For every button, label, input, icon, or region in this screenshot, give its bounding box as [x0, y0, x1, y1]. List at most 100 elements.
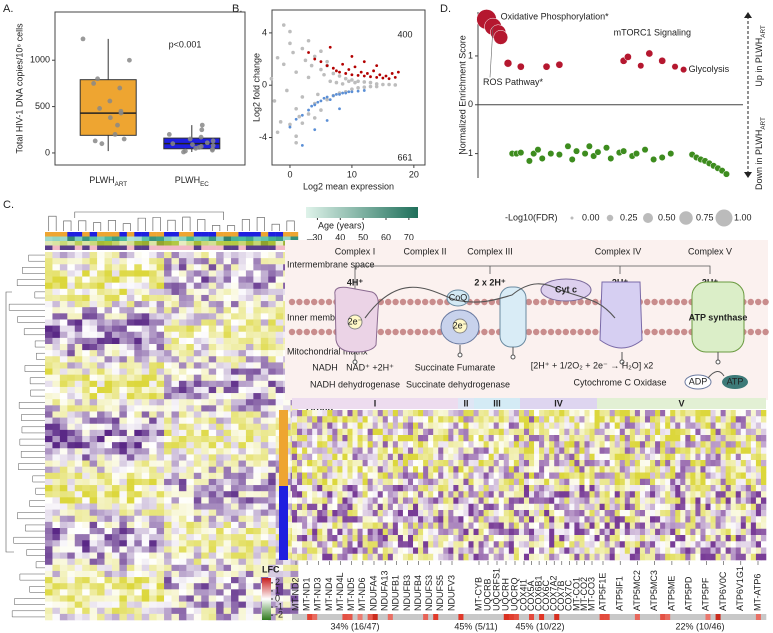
- heatmap-cell: [468, 460, 473, 467]
- heatmap-cell: [620, 523, 625, 530]
- data-point: [338, 71, 341, 74]
- heatmap-cell: [317, 479, 322, 486]
- heatmap-cell: [302, 460, 307, 467]
- heatmap-cell: [209, 430, 217, 436]
- heatmap-cell: [393, 473, 398, 480]
- heatmap-cell: [112, 589, 120, 595]
- heatmap-cell: [463, 448, 468, 455]
- heatmap-cell: [119, 510, 127, 516]
- heatmap-cell: [149, 350, 157, 356]
- heatmap-cell: [216, 436, 224, 442]
- lipid: [762, 299, 768, 305]
- heatmap-cell: [695, 435, 700, 442]
- data-point: [285, 89, 289, 93]
- heatmap-cell: [82, 277, 90, 283]
- heatmap-cell: [640, 460, 645, 467]
- heatmap-cell: [499, 448, 504, 455]
- heatmap-cell: [347, 441, 352, 448]
- heatmap-cell: [268, 387, 276, 393]
- heatmap-cell: [443, 435, 448, 442]
- atp-synthase-label: ATP synthase: [689, 312, 748, 322]
- annotation-cell: [60, 237, 68, 242]
- heatmap-cell: [549, 454, 554, 461]
- bubble: [646, 50, 653, 57]
- heatmap-cell: [484, 429, 489, 436]
- heatmap-cell: [186, 522, 194, 528]
- heatmap-cell: [45, 387, 53, 393]
- heatmap-cell: [105, 313, 113, 319]
- heatmap-cell: [630, 454, 635, 461]
- heatmap-cell: [238, 319, 246, 325]
- heatmap-cell: [650, 460, 655, 467]
- heatmap-cell: [509, 548, 514, 555]
- heatmap-cell: [246, 583, 254, 589]
- heatmap-cell: [75, 595, 83, 601]
- heatmap-cell: [317, 548, 322, 555]
- heatmap-cell: [105, 608, 113, 614]
- heatmap-cell: [574, 510, 579, 517]
- heatmap-cell: [105, 467, 113, 473]
- heatmap-cell: [201, 430, 209, 436]
- heatmap-cell: [82, 595, 90, 601]
- heatmap-cell: [433, 466, 438, 473]
- heatmap-cell: [418, 454, 423, 461]
- heatmap-cell: [418, 429, 423, 436]
- heatmap-cell: [97, 577, 105, 583]
- heatmap-cell: [600, 510, 605, 517]
- heatmap-cell: [373, 473, 378, 480]
- heatmap-cell: [630, 535, 635, 542]
- heatmap-cell: [741, 541, 746, 548]
- heatmap-cell: [60, 510, 68, 516]
- heatmap-cell: [157, 387, 165, 393]
- heatmap-cell: [127, 307, 135, 313]
- heatmap-cell: [549, 491, 554, 498]
- heatmap-cell: [574, 516, 579, 523]
- data-point: [350, 78, 354, 82]
- heatmap-cell: [358, 548, 363, 555]
- heatmap-cell: [731, 535, 736, 542]
- heatmap-cell: [716, 554, 721, 561]
- heatmap-cell: [332, 535, 337, 542]
- heatmap-cell: [112, 399, 120, 405]
- heatmap-cell: [67, 277, 75, 283]
- heatmap-cell: [112, 411, 120, 417]
- heatmap-cell: [337, 466, 342, 473]
- heatmap-cell: [45, 277, 53, 283]
- heatmap-cell: [157, 270, 165, 276]
- heatmap-cell: [620, 441, 625, 448]
- heatmap-cell: [559, 554, 564, 561]
- heatmap-cell: [645, 454, 650, 461]
- heatmap-cell: [353, 460, 358, 467]
- heatmap-cell: [97, 583, 105, 589]
- heatmap-cell: [731, 460, 736, 467]
- heatmap-cell: [224, 424, 232, 430]
- lipid: [555, 329, 561, 335]
- heatmap-cell: [312, 491, 317, 498]
- heatmap-cell: [756, 441, 761, 448]
- heatmap-cell: [751, 510, 756, 517]
- heatmap-cell: [157, 424, 165, 430]
- heatmap-cell: [463, 535, 468, 542]
- heatmap-cell: [292, 410, 297, 417]
- heatmap-cell: [246, 497, 254, 503]
- heatmap-cell: [443, 416, 448, 423]
- heatmap-cell: [52, 399, 60, 405]
- heatmap-cell: [509, 473, 514, 480]
- heatmap-cell: [112, 350, 120, 356]
- heatmap-cell: [564, 541, 569, 548]
- heatmap-cell: [695, 535, 700, 542]
- heatmap-cell: [559, 523, 564, 530]
- heatmap-cell: [134, 485, 142, 491]
- heatmap-cell: [216, 522, 224, 528]
- heatmap-cell: [149, 381, 157, 387]
- heatmap-cell: [554, 416, 559, 423]
- heatmap-cell: [458, 416, 463, 423]
- heatmap-cell: [645, 441, 650, 448]
- heatmap-cell: [499, 510, 504, 517]
- heatmap-cell: [463, 435, 468, 442]
- heatmap-cell: [209, 565, 217, 571]
- heatmap-cell: [726, 541, 731, 548]
- heatmap-cell: [569, 466, 574, 473]
- heatmap-cell: [675, 479, 680, 486]
- heatmap-cell: [423, 548, 428, 555]
